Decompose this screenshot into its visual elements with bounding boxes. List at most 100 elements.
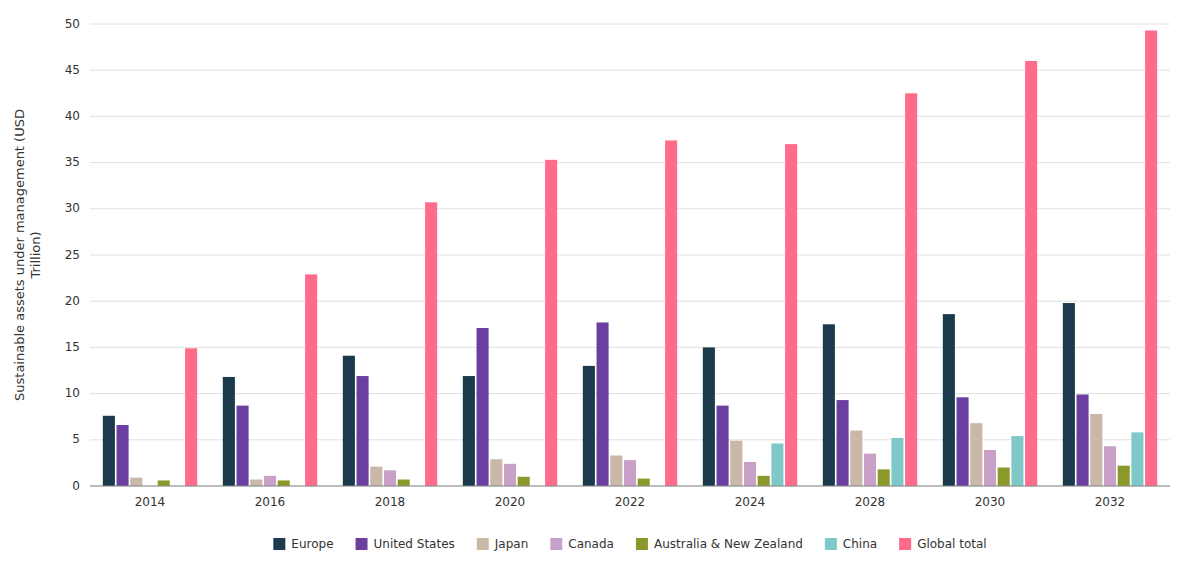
legend-label: Japan: [494, 537, 528, 551]
grid-line: [90, 208, 1170, 209]
y-tick-labels: 05101520253035404550: [65, 17, 80, 493]
bar: [185, 348, 197, 486]
bar: [1077, 395, 1089, 486]
bar: [1145, 30, 1157, 486]
bar: [1131, 432, 1143, 486]
legend-swatch: [356, 538, 368, 550]
y-tick-label: 30: [65, 201, 80, 215]
y-tick-label: 15: [65, 340, 80, 354]
legend-swatch: [550, 538, 562, 550]
bar: [504, 464, 516, 486]
bar: [158, 480, 170, 486]
bar: [957, 397, 969, 486]
x-tick-label: 2024: [735, 495, 766, 509]
legend-label: Global total: [917, 537, 987, 551]
bar: [1025, 61, 1037, 486]
bar: [1118, 466, 1130, 486]
series: [158, 466, 1130, 486]
y-tick-label: 20: [65, 294, 80, 308]
bar: [943, 314, 955, 486]
series: [130, 414, 1102, 486]
bar: [425, 202, 437, 486]
x-tick-label: 2020: [495, 495, 526, 509]
x-tick-label: 2018: [375, 495, 406, 509]
x-tick-label: 2032: [1095, 495, 1126, 509]
bar: [597, 322, 609, 486]
bar: [785, 144, 797, 486]
legend-item: Global total: [899, 537, 987, 551]
series: [117, 322, 1089, 486]
y-tick-label: 40: [65, 109, 80, 123]
bar: [624, 460, 636, 486]
bar: [638, 479, 650, 486]
series: [264, 446, 1116, 486]
legend-label: Canada: [568, 537, 614, 551]
bar: [384, 470, 396, 486]
grid-line: [90, 393, 1170, 394]
x-tick-label: 2022: [615, 495, 646, 509]
bar: [357, 376, 369, 486]
bar: [837, 400, 849, 486]
legend-swatch: [273, 538, 285, 550]
bar: [864, 454, 876, 486]
legend-label: Europe: [291, 537, 333, 551]
grid-line: [90, 70, 1170, 71]
y-tick-label: 50: [65, 17, 80, 31]
legend-swatch: [477, 538, 489, 550]
legend-item: Australia & New Zealand: [636, 537, 803, 551]
x-tick-label: 2030: [975, 495, 1006, 509]
bar: [130, 478, 142, 486]
bar: [1104, 446, 1116, 486]
bar: [970, 423, 982, 486]
x-axis-line: [90, 486, 1170, 487]
bar: [758, 476, 770, 486]
bar: [117, 425, 129, 486]
bar: [583, 366, 595, 486]
bar: [518, 477, 530, 486]
grid-line: [90, 255, 1170, 256]
legend-item: Canada: [550, 537, 614, 551]
grid-line: [90, 439, 1170, 440]
x-tick-label: 2028: [855, 495, 886, 509]
y-tick-label: 25: [65, 248, 80, 262]
x-tick-label: 2014: [135, 495, 166, 509]
legend: Europe United States Japan Canada Australia …: [273, 537, 986, 551]
bar: [463, 376, 475, 486]
grid-line: [90, 486, 1170, 487]
bar: [665, 140, 677, 486]
x-tick-labels: 2014 2016 2018 2020 2022 2024 2028 2030 2032: [135, 495, 1126, 509]
bar: [223, 377, 235, 486]
legend-label: United States: [374, 537, 455, 551]
bar: [398, 480, 410, 486]
bar: [305, 274, 317, 486]
bar: [343, 356, 355, 486]
y-tick-label: 5: [72, 432, 80, 446]
series: [103, 303, 1075, 486]
bar: [278, 480, 290, 486]
legend-item: Europe: [273, 537, 333, 551]
y-axis-label: Sustainable assets under management (USD…: [12, 109, 43, 401]
y-tick-label: 45: [65, 63, 80, 77]
bar: [370, 467, 382, 486]
legend-label: Australia & New Zealand: [654, 537, 803, 551]
grid-line: [90, 301, 1170, 302]
bar: [891, 438, 903, 486]
y-grid: [90, 24, 1170, 486]
grid-line: [90, 162, 1170, 163]
bar: [1090, 414, 1102, 486]
x-tick-label: 2016: [255, 495, 286, 509]
bar: [823, 324, 835, 486]
legend-item: United States: [356, 537, 455, 551]
bar: [850, 431, 862, 486]
bar: [1011, 436, 1023, 486]
bar: [998, 468, 1010, 486]
bar: [237, 406, 249, 486]
legend-swatch: [636, 538, 648, 550]
grid-line: [90, 24, 1170, 25]
bar: [771, 443, 783, 486]
legend-item: Japan: [477, 537, 528, 551]
bar: [610, 456, 622, 486]
bar: [264, 476, 276, 486]
bar: [1063, 303, 1075, 486]
chart: 05101520253035404550Sustainable assets u…: [0, 0, 1194, 576]
